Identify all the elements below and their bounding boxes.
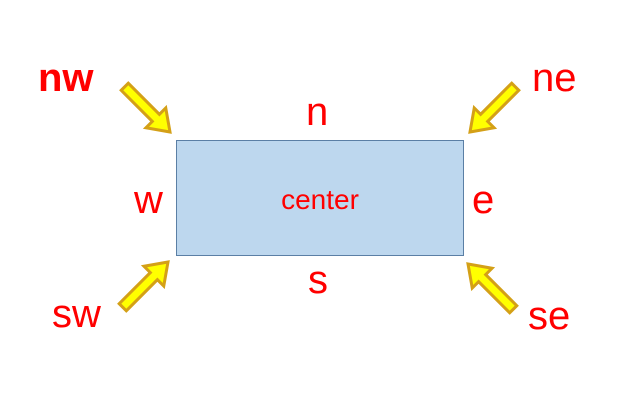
arrow-nw-icon xyxy=(113,75,182,144)
label-n: n xyxy=(306,90,329,134)
label-nw: nw xyxy=(38,56,94,100)
arrow-ne-icon xyxy=(458,75,527,144)
center-label: center xyxy=(281,184,359,215)
label-sw: sw xyxy=(52,292,101,336)
center-rectangle xyxy=(176,140,464,256)
arrow-se-icon xyxy=(456,252,525,321)
label-s: s xyxy=(308,258,328,302)
arrow-sw-icon xyxy=(111,250,180,319)
label-ne: ne xyxy=(532,56,577,100)
label-e: e xyxy=(472,178,495,222)
label-w: w xyxy=(134,178,163,222)
label-se: se xyxy=(528,294,571,338)
